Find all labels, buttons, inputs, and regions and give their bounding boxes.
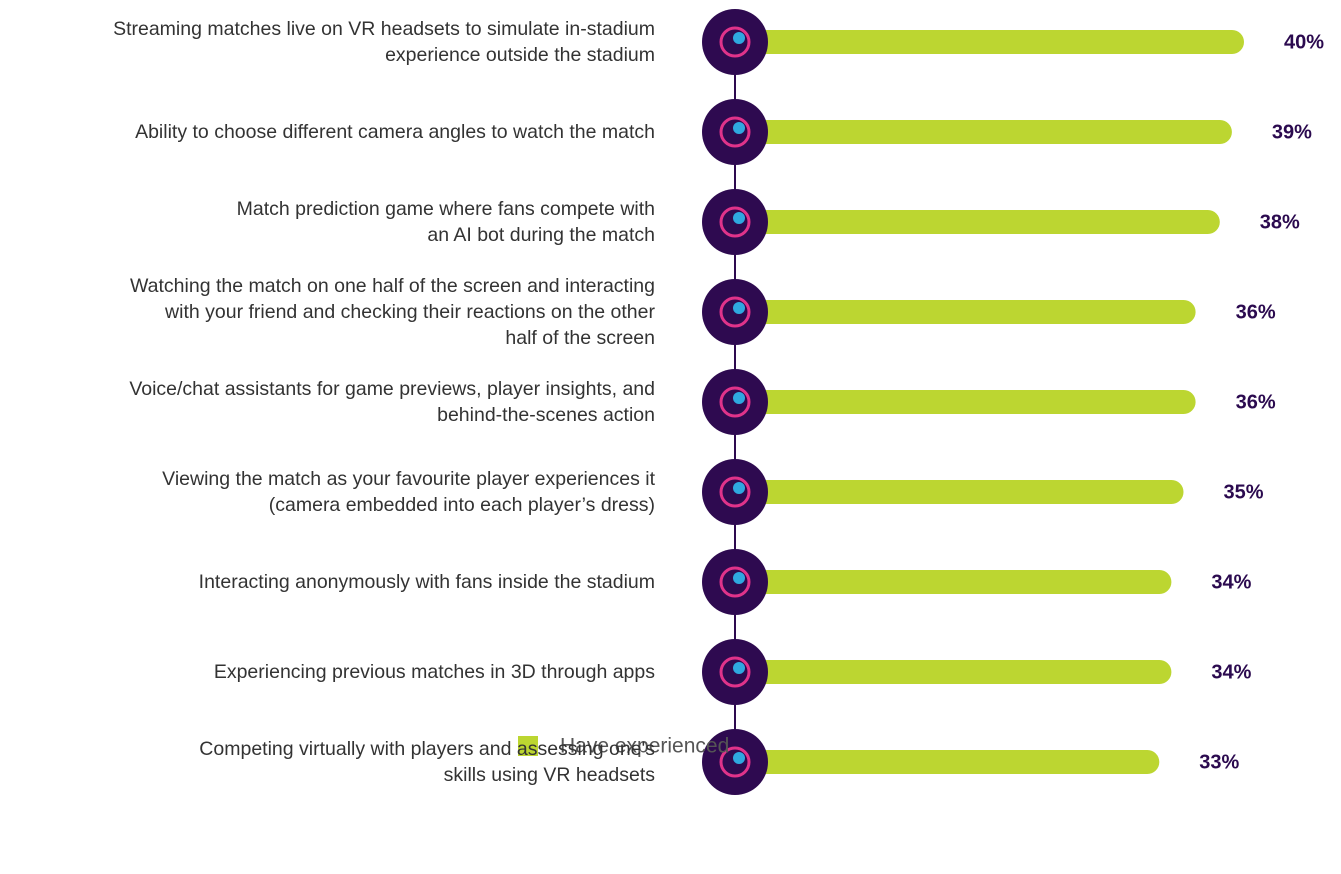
category-label: Voice/chat assistants for game previews,… xyxy=(129,378,655,426)
icon-ring xyxy=(719,206,751,238)
icon-ring xyxy=(719,116,751,148)
icon-dot xyxy=(733,32,745,44)
icon-dot xyxy=(733,572,745,584)
icon-ring xyxy=(719,746,751,778)
icon xyxy=(702,9,768,75)
icon-ring xyxy=(719,296,751,328)
category-label: Viewing the match as your favourite play… xyxy=(162,468,655,516)
legend-swatch xyxy=(518,736,538,756)
icon-ring xyxy=(719,566,751,598)
icon-dot xyxy=(733,662,745,674)
icon-dot xyxy=(733,302,745,314)
icon-dot xyxy=(733,212,745,224)
icon-dot xyxy=(733,752,745,764)
bar xyxy=(735,570,1172,594)
icon xyxy=(702,639,768,705)
category-label: Streaming matches live on VR headsets to… xyxy=(113,18,655,66)
icon xyxy=(702,729,768,795)
value-label: 39% xyxy=(1272,121,1312,143)
icon xyxy=(702,549,768,615)
icon xyxy=(702,189,768,255)
category-label: Watching the match on one half of the sc… xyxy=(129,275,655,349)
category-label: Ability to choose different camera angle… xyxy=(135,121,655,143)
bar xyxy=(735,120,1232,144)
value-label: 35% xyxy=(1224,481,1264,503)
icon-ring xyxy=(719,26,751,58)
value-label: 34% xyxy=(1211,571,1251,593)
icon-ring xyxy=(719,386,751,418)
category-label: Experiencing previous matches in 3D thro… xyxy=(213,661,655,683)
value-label: 36% xyxy=(1236,301,1276,323)
value-label: 38% xyxy=(1260,211,1300,233)
icon xyxy=(702,99,768,165)
bar xyxy=(735,210,1220,234)
icon-ring xyxy=(719,476,751,508)
bar xyxy=(735,30,1244,54)
bar xyxy=(735,390,1196,414)
category-label: Interacting anonymously with fans inside… xyxy=(198,571,655,593)
icon xyxy=(702,279,768,345)
icon xyxy=(702,369,768,435)
legend-label: Have experienced xyxy=(560,735,729,758)
value-label: 33% xyxy=(1199,751,1239,773)
bar xyxy=(735,660,1172,684)
value-label: 40% xyxy=(1284,31,1324,53)
icon-dot xyxy=(733,392,745,404)
value-label: 34% xyxy=(1211,661,1251,683)
bar xyxy=(735,300,1196,324)
icon-dot xyxy=(733,482,745,494)
category-label: Competing virtually with players and ass… xyxy=(199,738,655,786)
icon-dot xyxy=(733,122,745,134)
value-label: 36% xyxy=(1236,391,1276,413)
bar xyxy=(735,750,1160,774)
category-label: Match prediction game where fans compete… xyxy=(236,198,655,246)
icon xyxy=(702,459,768,525)
bar xyxy=(735,480,1184,504)
icon-ring xyxy=(719,656,751,688)
